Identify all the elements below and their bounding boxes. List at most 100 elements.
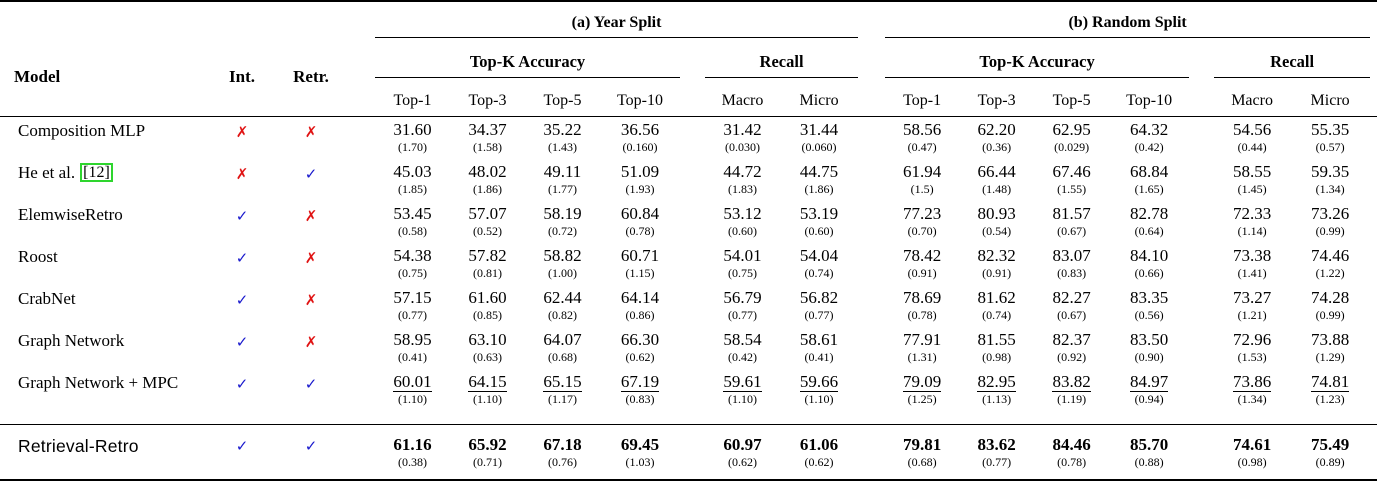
spacer bbox=[1370, 77, 1377, 117]
retr-mark-cell: ✗ bbox=[272, 285, 350, 327]
metric-std: (1.65) bbox=[1134, 181, 1164, 196]
topk-accuracy-header-b: Top-K Accuracy bbox=[885, 37, 1190, 78]
check-icon: ✓ bbox=[235, 248, 249, 267]
table-header: (a) Year Split (b) Random Split Model In… bbox=[0, 1, 1377, 117]
metric-value: 54.56 bbox=[1232, 120, 1272, 139]
metric-value-line: 58.55 bbox=[1214, 159, 1290, 182]
metric-value: 53.12 bbox=[723, 203, 762, 223]
metric-cell: 56.79 (0.77) bbox=[705, 285, 780, 327]
metric-cell: 78.69 (0.78) bbox=[885, 285, 959, 327]
spacer bbox=[680, 77, 705, 117]
spacer bbox=[1189, 285, 1214, 327]
col-header-macro: Macro bbox=[705, 77, 780, 117]
metric-value-line: 31.44 bbox=[780, 117, 858, 140]
metric-value-line: 80.93 bbox=[959, 201, 1034, 224]
metric-value-line: 62.44 bbox=[525, 285, 600, 308]
metric-value: 81.62 bbox=[977, 287, 1016, 307]
model-name-cell: Graph Network + MPC bbox=[0, 369, 212, 425]
col-header-top-5: Top-5 bbox=[525, 77, 600, 117]
metric-cell: 62.20 (0.36) bbox=[959, 117, 1034, 159]
metric-value: 72.33 bbox=[1232, 203, 1272, 223]
metric-value: 74.46 bbox=[1310, 245, 1350, 265]
retr-column-header: Retr. bbox=[272, 37, 350, 117]
metric-std: (0.78) bbox=[1057, 455, 1087, 469]
metric-cell: 54.01 (0.75) bbox=[705, 243, 780, 285]
table-row: He et al. [12] ✗ ✓ 45.03 (1.85) 48.02 (1.86) 49… bbox=[0, 159, 1377, 201]
metric-std: (0.62) bbox=[804, 455, 834, 469]
metric-value-line: 58.82 bbox=[525, 243, 600, 266]
metric-std: (1.45) bbox=[1237, 181, 1267, 196]
metric-value: 65.15 bbox=[543, 371, 582, 392]
citation-link[interactable]: [12] bbox=[80, 162, 113, 182]
metric-value: 67.19 bbox=[620, 371, 660, 392]
metric-std: (1.14) bbox=[1237, 223, 1267, 238]
metric-std: (1.25) bbox=[907, 391, 937, 406]
spacer bbox=[858, 369, 885, 425]
cross-icon: ✗ bbox=[304, 332, 318, 351]
metric-cell: 67.46 (1.55) bbox=[1034, 159, 1109, 201]
metric-std: (0.94) bbox=[1134, 391, 1164, 406]
row-retrieval-retro: Retrieval-Retro ✓ ✓ 61.16 (0.38) 65.92 (0.71) 6… bbox=[0, 424, 1377, 480]
metric-value: 61.60 bbox=[468, 287, 507, 307]
metric-std: (0.67) bbox=[1057, 307, 1087, 322]
metric-value: 62.44 bbox=[543, 287, 582, 307]
col-header-top-5: Top-5 bbox=[1034, 77, 1110, 117]
col-header-micro: Micro bbox=[780, 77, 859, 117]
metric-std: (1.58) bbox=[473, 140, 502, 154]
metric-cell: 65.92 (0.71) bbox=[450, 424, 525, 480]
metric-value: 59.35 bbox=[1310, 161, 1350, 181]
spacer bbox=[1189, 117, 1214, 159]
metric-cell: 79.81 (0.68) bbox=[885, 424, 960, 480]
metric-cell: 64.32 (0.42) bbox=[1109, 117, 1189, 159]
metric-value-line: 84.46 bbox=[1034, 425, 1109, 455]
metric-value-line: 58.95 bbox=[375, 327, 450, 350]
metric-std: (1.86) bbox=[804, 181, 834, 196]
metric-value-line: 73.27 bbox=[1214, 285, 1290, 308]
metric-std: (1.10) bbox=[398, 391, 427, 406]
retr-mark-cell: ✓ bbox=[272, 369, 350, 425]
metric-cell: 35.22 (1.43) bbox=[525, 117, 600, 159]
metric-value: 54.04 bbox=[799, 245, 839, 265]
metric-value-line: 79.09 bbox=[885, 369, 959, 392]
metric-value: 51.09 bbox=[620, 161, 660, 181]
metric-std: (0.99) bbox=[1315, 223, 1345, 238]
spacer bbox=[1370, 369, 1377, 425]
metric-value: 82.37 bbox=[1052, 329, 1091, 349]
table-row: ElemwiseRetro ✓ ✗ 53.45 (0.58) 57.07 (0.52) 58.… bbox=[0, 201, 1377, 243]
metric-value: 78.42 bbox=[902, 245, 942, 265]
metric-value-line: 72.96 bbox=[1214, 327, 1290, 350]
spacer bbox=[1370, 38, 1377, 78]
spacer bbox=[858, 424, 886, 480]
metric-value-line: 65.15 bbox=[525, 369, 600, 392]
col-header-top-10: Top-10 bbox=[600, 77, 680, 117]
metric-value: 77.91 bbox=[902, 329, 942, 349]
check-icon: ✓ bbox=[235, 206, 249, 225]
metric-value: 82.95 bbox=[977, 371, 1016, 392]
metric-value-line: 77.91 bbox=[885, 327, 959, 350]
metric-value-line: 58.54 bbox=[705, 327, 780, 350]
metric-std: (0.44) bbox=[1237, 140, 1267, 154]
metric-std: (0.62) bbox=[728, 455, 757, 469]
metric-cell: 66.30 (0.62) bbox=[600, 327, 680, 369]
metric-value: 69.45 bbox=[620, 435, 660, 454]
metric-value: 62.20 bbox=[977, 120, 1016, 139]
metric-value-line: 66.30 bbox=[600, 327, 680, 350]
spacer bbox=[1189, 201, 1214, 243]
metric-std: (0.57) bbox=[1315, 140, 1345, 154]
metric-std: (0.78) bbox=[625, 223, 655, 238]
metric-value: 78.69 bbox=[902, 287, 942, 307]
metric-std: (0.91) bbox=[982, 265, 1012, 280]
spacer bbox=[350, 159, 375, 201]
metric-cell: 72.96 (1.53) bbox=[1214, 327, 1290, 369]
metric-cell: 81.62 (0.74) bbox=[959, 285, 1034, 327]
metric-value-line: 35.22 bbox=[525, 117, 600, 140]
table-row: Roost ✓ ✗ 54.38 (0.75) 57.82 (0.81) 58.82 (1.00)… bbox=[0, 243, 1377, 285]
metric-value: 66.44 bbox=[977, 161, 1016, 181]
metric-std: (1.19) bbox=[1057, 391, 1087, 406]
metric-std: (0.71) bbox=[473, 455, 502, 469]
model-name-cell: Roost bbox=[0, 243, 212, 285]
metric-value: 54.01 bbox=[723, 245, 762, 265]
metric-value: 56.79 bbox=[723, 287, 762, 307]
model-name: Roost bbox=[18, 246, 58, 266]
metric-std: (0.66) bbox=[1134, 265, 1164, 280]
